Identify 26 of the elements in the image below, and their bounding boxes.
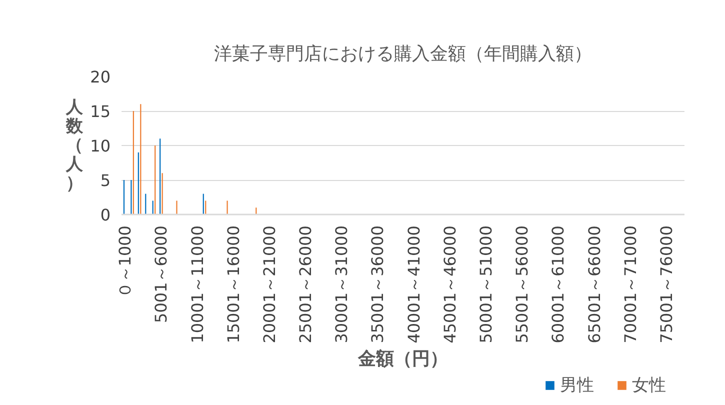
x-tick-label: 70001～71000 (620, 226, 640, 344)
chart-title: 洋菓子専門店における購入金額（年間購入額） (214, 44, 592, 64)
x-axis-title: 金額（円） (357, 348, 448, 370)
legend-label: 女性 (632, 374, 666, 396)
x-tick-label: 55001～56000 (512, 226, 532, 344)
x-tick-label: 65001～66000 (584, 226, 604, 344)
legend-label: 男性 (560, 374, 594, 396)
x-tick-label: 40001～41000 (404, 226, 424, 344)
y-axis-title: 人数（人） (65, 98, 84, 194)
y-tick-label: 20 (90, 68, 110, 86)
y-tick-label: 0 (100, 206, 111, 224)
x-tick-label: 30001～31000 (332, 226, 352, 344)
x-tick-label: 15001～16000 (224, 226, 243, 344)
x-tick-label: 45001～46000 (440, 226, 460, 344)
x-tick-label: 20001～21000 (260, 226, 279, 344)
x-tick-label: 75001～76000 (656, 226, 676, 344)
x-tick-label: 25001～26000 (296, 226, 316, 344)
x-tick-label: ０～1000 (116, 226, 135, 298)
y-tick-label: 15 (90, 102, 110, 121)
y-tick-label: 10 (90, 136, 110, 156)
x-tick-label: 60001～61000 (548, 226, 568, 344)
x-tick-label: 10001～11000 (188, 226, 207, 344)
y-tick-label: 5 (100, 171, 111, 190)
x-tick-label: 5001～6000 (152, 226, 171, 323)
x-tick-label: 50001～51000 (476, 226, 496, 344)
x-tick-label: 35001～36000 (368, 226, 388, 344)
